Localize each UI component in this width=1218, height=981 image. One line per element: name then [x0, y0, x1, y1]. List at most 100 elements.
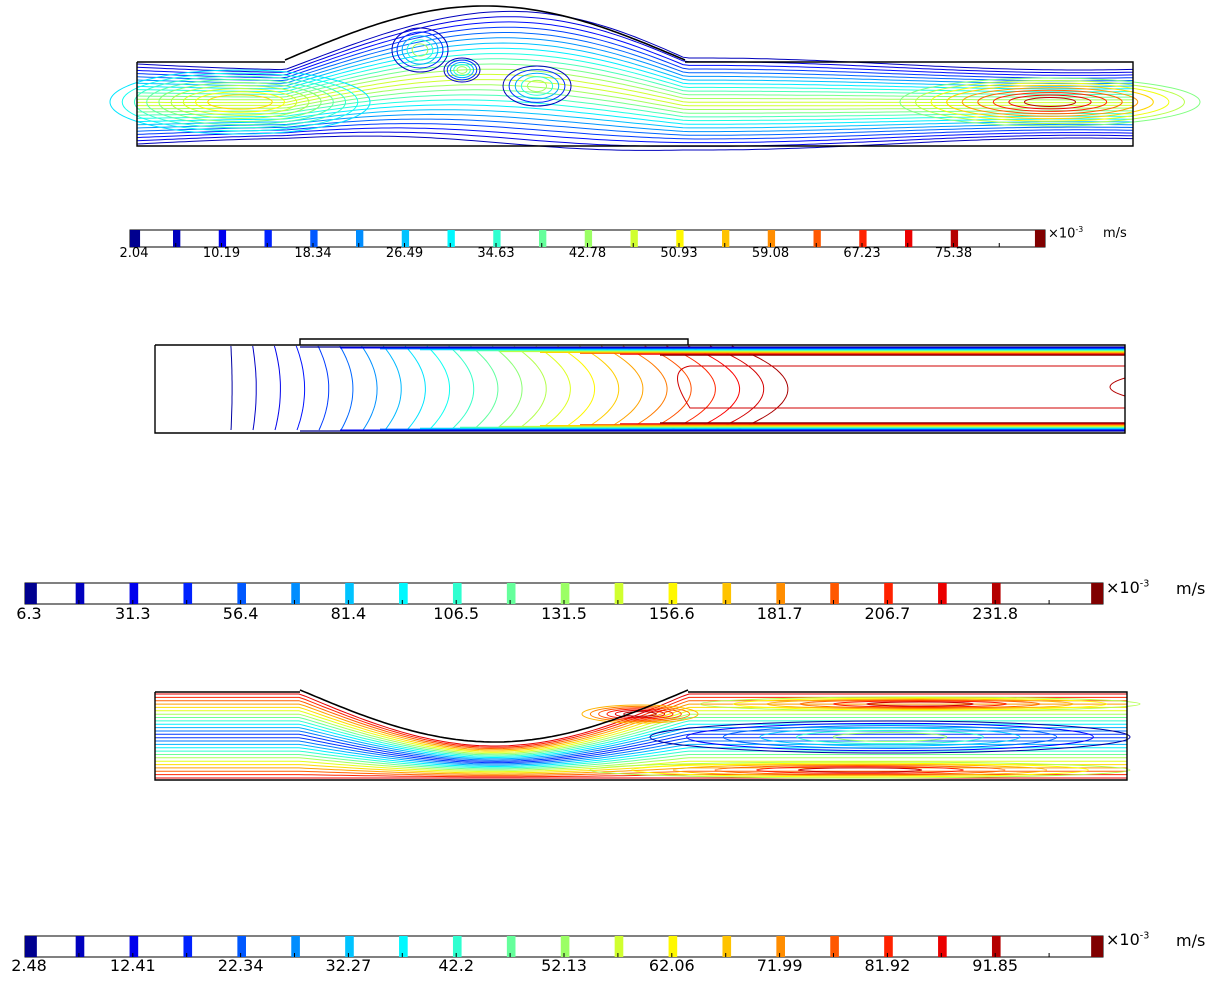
vortex-streamline [832, 732, 948, 742]
streamline [137, 84, 1134, 110]
streamline [600, 345, 644, 431]
streamline [155, 717, 1127, 756]
streamline [136, 89, 1133, 114]
colorbar-swatch [75, 583, 85, 604]
colorbar-swatch [614, 936, 624, 957]
colorbar-tick-label: 75.38 [934, 246, 973, 261]
colorbar-swatch [399, 583, 408, 604]
colorbar-tick-label: 31.3 [114, 604, 151, 623]
streamline [136, 104, 1133, 125]
streamline [136, 32, 1134, 82]
streamline [155, 770, 1127, 776]
streamline [155, 733, 1127, 762]
colorbar-swatch [991, 583, 1001, 604]
colorbar-tick-label: 62.06 [648, 956, 695, 975]
streamline [136, 21, 1134, 76]
colorbar-tick-label: 6.3 [16, 604, 42, 623]
colorbar-tick-label: 34.63 [477, 246, 515, 261]
colorbar-swatch [776, 583, 785, 604]
colorbar-swatch [767, 230, 776, 247]
vortex-streamline [443, 57, 481, 83]
vortex-streamline [722, 725, 1058, 749]
colorbar-tick-label: 91.85 [972, 956, 1019, 975]
colorbar-tick-label: 12.41 [109, 956, 156, 975]
colorbar-tick-label: 42.78 [568, 246, 607, 261]
colorbar-tick-label: 81.92 [864, 956, 911, 975]
streamline-jet [797, 767, 923, 773]
colorbar-swatch [950, 230, 959, 247]
colorbar-swatch [130, 230, 141, 247]
streamline-loop [207, 94, 273, 110]
colorbar-swatch [506, 936, 516, 957]
streamline [579, 345, 620, 431]
vortex-streamline [520, 76, 554, 96]
streamline [709, 345, 765, 431]
colorbar-tick-label: 156.6 [648, 604, 695, 623]
streamline [136, 63, 1133, 98]
streamline [136, 118, 1134, 136]
streamline-jet [766, 698, 1074, 710]
vortex-streamline [391, 27, 449, 73]
streamline [155, 730, 1127, 761]
colorbar-tick-label: 81.4 [330, 604, 367, 623]
streamline-loop [930, 82, 1170, 122]
vortex-streamline [796, 729, 984, 745]
colorbar-tick-label: 26.49 [385, 246, 424, 261]
streamline [155, 713, 1127, 755]
streamline [317, 345, 330, 431]
streamline [361, 345, 378, 431]
channel-wall [136, 61, 1134, 147]
colorbar-swatch [584, 230, 593, 247]
colorbar-tick-label: 67.23 [843, 246, 881, 261]
colorbar-swatch [938, 583, 947, 604]
colorbar-tick-label: 206.7 [864, 604, 911, 623]
colorbar-swatch [291, 583, 300, 604]
colorbar-swatch [991, 936, 1001, 957]
colorbar-swatch [668, 936, 678, 957]
colorbar-swatch [813, 230, 821, 247]
streamline [136, 94, 1133, 118]
colorbar-swatch [237, 583, 246, 604]
vortex-streamline [396, 31, 444, 69]
colorbar-swatch [218, 230, 227, 247]
colorbar-swatch [173, 230, 181, 247]
streamline-loop [1008, 94, 1092, 110]
channel-wall [154, 691, 1128, 781]
contour-plot-straight [154, 338, 1126, 434]
streamline [155, 720, 1127, 757]
colorbar-tick-label: 18.34 [294, 246, 332, 261]
streamline-loop [977, 89, 1123, 115]
streamline-jet [598, 707, 682, 721]
streamline [382, 345, 402, 431]
streamline-core [677, 365, 1125, 409]
colorbar-swatch [884, 583, 893, 604]
colorbar-swatch [776, 936, 785, 957]
colorbar-tick-label: 181.7 [756, 604, 803, 623]
colorbar-tick-label: 131.5 [541, 604, 587, 623]
streamline-loop [158, 81, 322, 123]
colorbar-swatch [129, 936, 139, 957]
streamline [136, 10, 1134, 71]
streamline [731, 345, 789, 431]
channel-wall [284, 5, 686, 61]
vortex-streamline [514, 72, 560, 100]
streamline [666, 345, 716, 431]
streamline-jet [672, 763, 1048, 777]
streamline-jet [623, 711, 657, 717]
colorbar-swatch [560, 936, 570, 957]
streamline [273, 345, 281, 431]
colorbar-tick-label: 2.04 [119, 246, 149, 261]
colorbar-swatch [560, 583, 570, 604]
streamline-jet [866, 701, 974, 707]
vortex-streamline [446, 59, 478, 81]
streamline-jet [589, 705, 691, 723]
streamline-loop [195, 91, 285, 113]
colorbar-tick-label: 56.4 [222, 604, 259, 623]
streamline [295, 345, 306, 431]
colorbar-swatch [264, 230, 272, 247]
colorbar-swatch [938, 936, 947, 957]
streamline [155, 754, 1127, 770]
colorbar-swatch [493, 230, 501, 247]
streamline [644, 345, 692, 431]
streamline-jet [699, 696, 1141, 712]
